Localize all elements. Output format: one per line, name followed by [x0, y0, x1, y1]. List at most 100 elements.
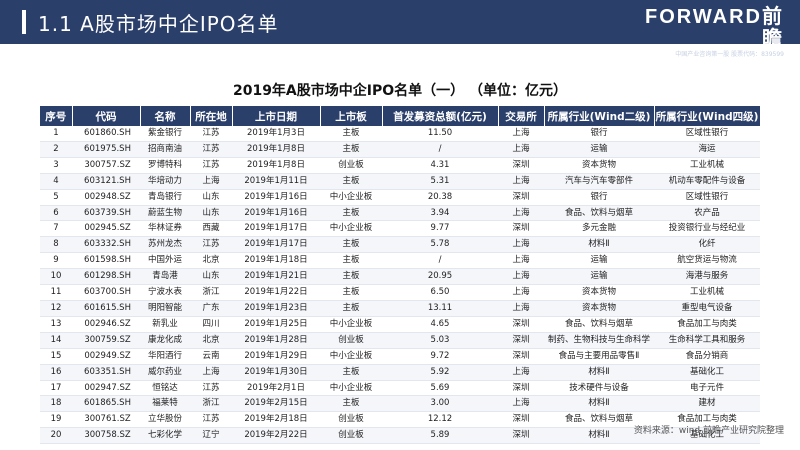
table-cell: 江苏	[190, 157, 232, 174]
table-cell: 银行	[544, 189, 654, 206]
table-cell: 2019年1月18日	[232, 252, 320, 270]
table-cell: 辽宁	[190, 427, 232, 445]
table-cell: 深圳	[498, 189, 544, 206]
header-accent	[22, 10, 26, 34]
table-cell: 资本货物	[544, 300, 654, 317]
table-cell: 上海	[190, 364, 232, 381]
table-cell: 2019年2月18日	[232, 411, 320, 429]
table-cell: 11.50	[382, 126, 498, 142]
table-row: 17 002947.SZ 恒铭达 江苏 2019年2月1日 中小企业板 5.69 深圳 技术硬件…	[40, 380, 760, 397]
table-cell: 上海	[498, 395, 544, 413]
table-cell: 601975.SH	[72, 141, 140, 158]
table-body: 1 601860.SH 紫金银行 江苏 2019年1月3日 主板 11.50 上海 银行 区域性银…	[40, 126, 760, 445]
column-header: 所属行业(Wind四级)	[654, 106, 761, 126]
table-row: 11 603700.SH 宁波水表 浙江 2019年1月22日 主板 6.50 上海 资本货物工…	[40, 284, 760, 301]
table-cell: 603351.SH	[72, 364, 140, 381]
table-cell: 基础化工	[654, 427, 760, 445]
table-cell: 西藏	[190, 220, 232, 238]
table-cell: 北京	[190, 332, 232, 349]
table-cell: 2019年1月21日	[232, 268, 320, 286]
table-cell: 11	[40, 284, 72, 301]
column-header: 名称	[140, 106, 191, 126]
table-cell: 12	[40, 300, 72, 317]
table-cell: 中小企业板	[320, 348, 382, 365]
table-row: 4 603121.SH 华培动力 上海 2019年1月11日 主板 5.31 上海 汽车与汽车零…	[40, 173, 760, 190]
table-cell: 上海	[498, 236, 544, 254]
table-cell: 华林证券	[140, 220, 190, 238]
table-cell: 海港与服务	[654, 268, 760, 286]
table-cell: 山东	[190, 205, 232, 222]
table-cell: 食品、饮料与烟草	[544, 205, 654, 222]
table-cell: 工业机械	[654, 284, 760, 301]
table-cell: 主板	[320, 364, 382, 381]
table-cell: 2019年1月16日	[232, 189, 320, 206]
table-cell: 材料Ⅱ	[544, 427, 654, 445]
table-cell: 9.72	[382, 348, 498, 365]
table-row: 8 603332.SH 苏州龙杰 江苏 2019年1月17日 主板 5.78 上海 材料Ⅱ 化纤	[40, 236, 760, 254]
table-cell: 中国外运	[140, 252, 190, 270]
table-cell: 上海	[498, 141, 544, 158]
table-cell: 中小企业板	[320, 189, 382, 206]
table-cell: 300758.SZ	[72, 427, 140, 445]
table-cell: 工业机械	[654, 157, 760, 174]
source-note: 资料来源：wind 前瞻产业研究院整理	[633, 426, 784, 436]
table-cell: 航空货运与物流	[654, 252, 760, 270]
table-cell: 青岛银行	[140, 189, 190, 206]
table-cell: 苏州龙杰	[140, 236, 190, 254]
table-cell: 10	[40, 268, 72, 286]
table-cell: 13.11	[382, 300, 498, 317]
table-cell: 汽车与汽车零部件	[544, 173, 654, 190]
table-cell: 江苏	[190, 141, 232, 158]
table-cell: 603739.SH	[72, 205, 140, 222]
table-cell: 2019年1月29日	[232, 348, 320, 365]
table-cell: 创业板	[320, 157, 382, 174]
table-cell: 上海	[498, 300, 544, 317]
table-cell: 材料Ⅱ	[544, 236, 654, 254]
table-cell: 江苏	[190, 411, 232, 429]
table-cell: 深圳	[498, 427, 544, 445]
table-cell: 宁波水表	[140, 284, 190, 301]
table-cell: 1	[40, 126, 72, 142]
table-cell: 深圳	[498, 348, 544, 365]
table-cell: 2019年1月11日	[232, 173, 320, 190]
table-cell: 食品与主要用品零售Ⅱ	[544, 348, 654, 365]
table-cell: 北京	[190, 252, 232, 270]
table-cell: 食品、饮料与烟草	[544, 316, 654, 333]
table-cell: 农产品	[654, 205, 760, 222]
table-cell: 300761.SZ	[72, 411, 140, 429]
column-header: 所属行业(Wind二级)	[544, 106, 655, 126]
table-cell: 2019年1月23日	[232, 300, 320, 317]
table-cell: 食品加工与肉类	[654, 411, 760, 429]
table-cell: 银行	[544, 126, 654, 142]
table-row: 18 601865.SH 福莱特 浙江 2019年2月15日 主板 3.00 上海 材料Ⅱ 建材	[40, 395, 760, 413]
table-cell: 601598.SH	[72, 252, 140, 270]
table-cell: 主板	[320, 205, 382, 222]
table-cell: 华阳酒行	[140, 348, 190, 365]
table-cell: 20.38	[382, 189, 498, 206]
column-header: 序号	[40, 106, 73, 126]
table-cell: 2019年1月17日	[232, 220, 320, 238]
table-cell: 主板	[320, 268, 382, 286]
table-cell: 创业板	[320, 427, 382, 445]
table-cell: 601860.SH	[72, 126, 140, 142]
table-cell: 2019年1月8日	[232, 157, 320, 174]
table-cell: 新乳业	[140, 316, 190, 333]
table-cell: 9.77	[382, 220, 498, 238]
table-cell: 16	[40, 364, 72, 381]
table-cell: 七彩化学	[140, 427, 190, 445]
table-cell: 运输	[544, 141, 654, 158]
table-cell: 2019年1月22日	[232, 284, 320, 301]
table-cell: 2019年1月3日	[232, 126, 320, 142]
table-cell: 002948.SZ	[72, 189, 140, 206]
table-cell: 上海	[498, 284, 544, 301]
table-cell: 603700.SH	[72, 284, 140, 301]
table-cell: 四川	[190, 316, 232, 333]
table-cell: 运输	[544, 252, 654, 270]
table-cell: 4	[40, 173, 72, 190]
table-cell: 海运	[654, 141, 760, 158]
table-cell: 上海	[498, 268, 544, 286]
column-header: 所在地	[190, 106, 233, 126]
table-cell: 601298.SH	[72, 268, 140, 286]
table-cell: 资本货物	[544, 157, 654, 174]
table-cell: 主板	[320, 284, 382, 301]
